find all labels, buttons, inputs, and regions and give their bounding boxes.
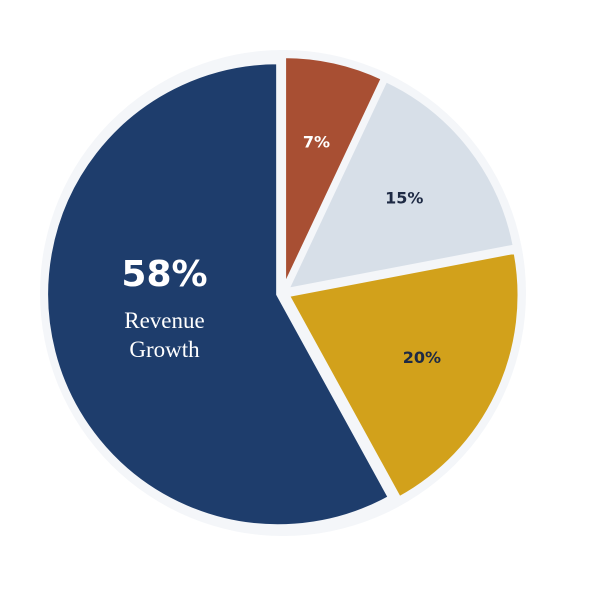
slice-label: 20% bbox=[403, 348, 441, 367]
pie-slice bbox=[282, 54, 386, 289]
pie-slice bbox=[283, 77, 518, 293]
slice-label: 7% bbox=[303, 133, 330, 152]
pie-slice bbox=[44, 60, 393, 529]
slice-label: 15% bbox=[385, 188, 423, 207]
pie-slice bbox=[284, 249, 522, 502]
slice-category: Revenue Growth bbox=[124, 308, 205, 363]
slice-label: 58% bbox=[121, 254, 207, 295]
